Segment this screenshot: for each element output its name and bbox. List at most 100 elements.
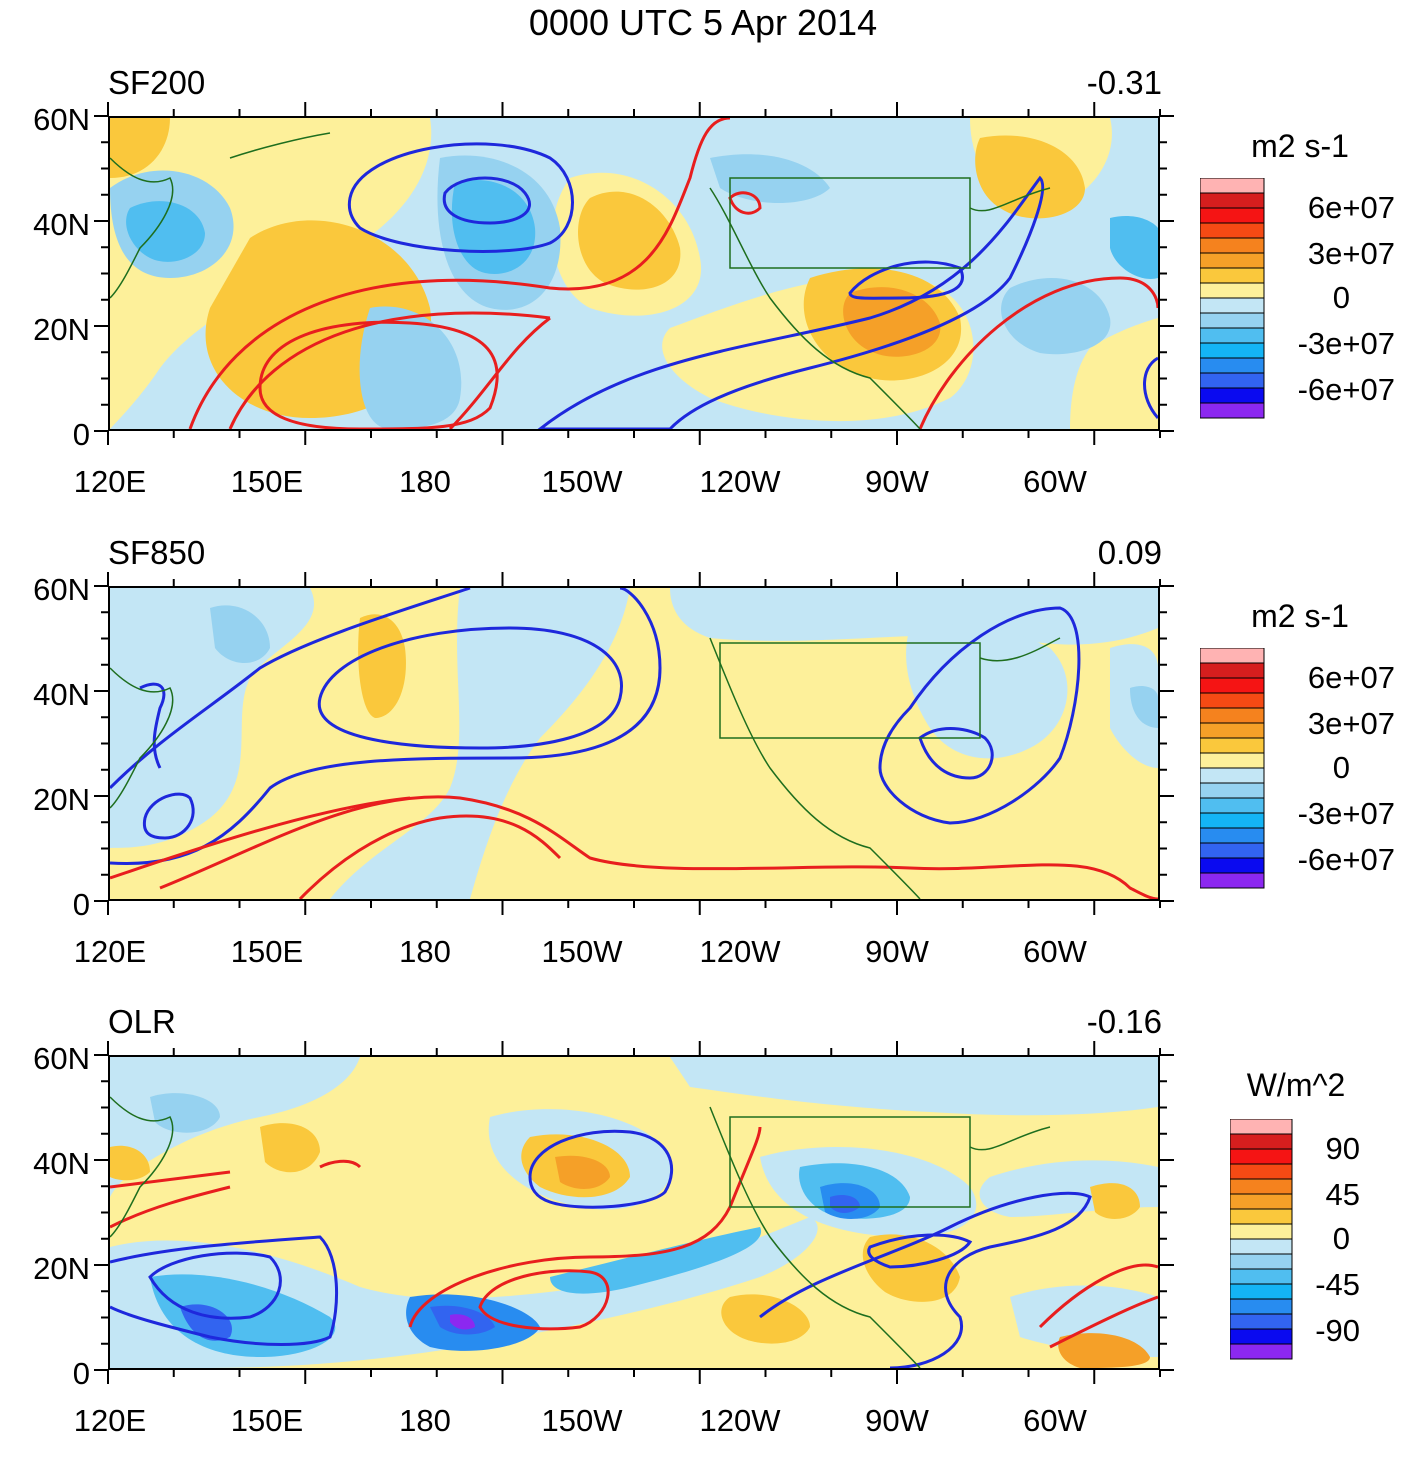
contour-positive [448, 316, 551, 429]
shade-negative [330, 588, 630, 899]
y-tick-label: 40N [33, 207, 90, 242]
contour-negative [110, 588, 471, 790]
colorbar-label: 6e+07 [1307, 190, 1395, 225]
shade-positive [110, 118, 170, 178]
contour-positive [110, 1185, 231, 1229]
x-tick-label: 90W [865, 1403, 929, 1438]
panel-sf200: SF200 -0.31 [0, 64, 1406, 538]
colorbar-label: 45 [1325, 1177, 1360, 1212]
panel-title: OLR [108, 1003, 176, 1040]
x-tick-label: 180 [399, 464, 451, 499]
contour-positive [298, 814, 562, 899]
shade-negative [670, 588, 1158, 645]
x-tick-label: 90W [865, 934, 929, 969]
colorbar [1200, 178, 1265, 419]
x-tick-label: 150W [541, 934, 623, 969]
colorbar-label: 0 [1332, 280, 1350, 315]
shade-negative [359, 306, 462, 429]
colorbar-label: 6e+07 [1307, 660, 1395, 695]
x-tick-label: 120W [699, 934, 781, 969]
shade-positive [555, 1155, 610, 1189]
colorbar-label: -6e+07 [1297, 372, 1395, 407]
coastline [979, 637, 1061, 662]
y-tick-label: 60N [33, 572, 90, 607]
contour-positive [110, 796, 411, 880]
contour-positive [918, 276, 1158, 429]
coastline [729, 1116, 971, 1208]
x-tick-label: 150E [230, 464, 304, 499]
shade-negative [150, 1093, 220, 1133]
coastline [719, 642, 981, 739]
shade-positive [358, 614, 406, 718]
colorbar-unit: W/m^2 [1246, 1067, 1346, 1103]
panel-title: SF850 [108, 534, 206, 571]
contour-negative [759, 1191, 1092, 1368]
y-tick-label: 20N [33, 782, 90, 817]
contour-positive [1049, 1295, 1158, 1349]
colorbar-label: -45 [1315, 1267, 1360, 1302]
contour-positive [188, 118, 731, 429]
shade-positive [862, 1234, 960, 1302]
colorbar-label: 0 [1332, 750, 1350, 785]
x-tick-label: 120W [699, 464, 781, 499]
map-plot [108, 1055, 1160, 1370]
contour-positive [728, 191, 762, 215]
x-tick-label: 150E [230, 1403, 304, 1438]
colorbar-label: -6e+07 [1297, 842, 1395, 877]
contour-negative [537, 175, 1045, 429]
y-tick-label: 0 [72, 887, 90, 922]
shade-positive [843, 287, 941, 357]
contour-positive [478, 1269, 610, 1331]
colorbar-label: 90 [1325, 1131, 1360, 1166]
contour-negative [110, 1235, 338, 1346]
contour-positive [159, 795, 1158, 899]
colorbar [1230, 1119, 1293, 1360]
shade-negative [1130, 686, 1158, 728]
y-tick-label: 0 [72, 1356, 90, 1391]
panel-sf850: SF850 0.09 60N 40 [0, 534, 1406, 1008]
contour-positive [1038, 1263, 1158, 1329]
shade-positive [260, 1123, 320, 1173]
contour-positive [319, 1159, 362, 1169]
shade-positive [975, 135, 1085, 219]
shade-positive [721, 1294, 810, 1344]
y-tick-label: 40N [33, 1146, 90, 1181]
shade-negative [1110, 216, 1158, 279]
y-tick-label: 20N [33, 312, 90, 347]
coastline [969, 187, 1051, 212]
x-tick-label: 120W [699, 1403, 781, 1438]
colorbar-label: 0 [1332, 1221, 1350, 1256]
shade-negative [1001, 278, 1111, 355]
shade-positive [110, 1145, 150, 1181]
coastline [709, 187, 921, 429]
coastline [110, 1096, 174, 1238]
colorbar-label: -3e+07 [1297, 326, 1395, 361]
contour-negative [317, 626, 623, 750]
panel-olr: OLR -0.16 [0, 1003, 1406, 1477]
shade-positive [1070, 318, 1158, 429]
map-plot [108, 586, 1160, 901]
y-tick-label: 60N [33, 1041, 90, 1076]
contour-negative [347, 142, 574, 253]
coastline [729, 177, 971, 269]
shade-negative [670, 1057, 1158, 1116]
colorbar-label: -3e+07 [1297, 796, 1395, 831]
contour-positive [228, 311, 551, 429]
contour-negative [442, 176, 531, 225]
x-tick-label: 180 [399, 1403, 451, 1438]
y-tick-label: 60N [33, 102, 90, 137]
contour-negative [528, 1129, 674, 1209]
colorbar-label: 3e+07 [1307, 706, 1395, 741]
contour-positive [258, 320, 499, 429]
coastline [969, 1126, 1051, 1151]
y-tick-label: 20N [33, 1251, 90, 1286]
contour-negative [139, 682, 166, 769]
y-tick-label: 0 [72, 417, 90, 452]
colorbar-label: 3e+07 [1307, 236, 1395, 271]
shade-positive [1058, 1333, 1150, 1368]
colorbar-unit: m2 s-1 [1251, 128, 1349, 164]
x-tick-label: 150W [541, 464, 623, 499]
colorbar-label: -90 [1315, 1313, 1360, 1348]
contour-negative [867, 1233, 973, 1269]
shade-negative [110, 1057, 360, 1197]
